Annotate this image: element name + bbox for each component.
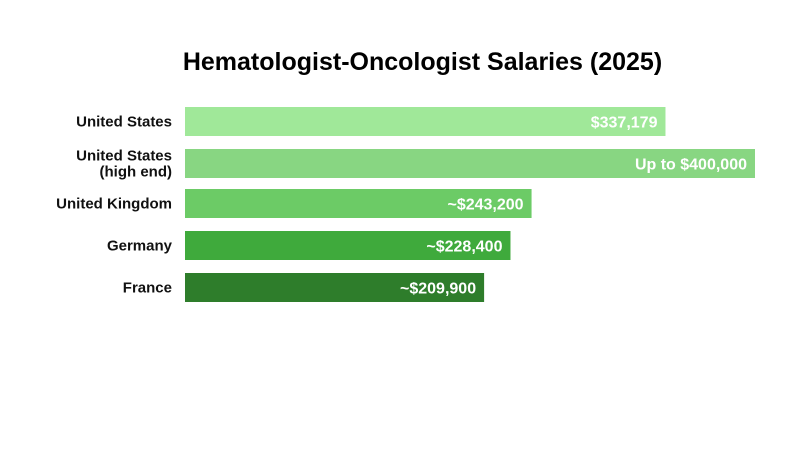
bar-4 xyxy=(185,273,485,302)
bar-1 xyxy=(185,149,755,178)
value-label-2: ~$243,200 xyxy=(447,197,523,214)
category-label-4: France xyxy=(123,280,172,297)
category-label-line: United States xyxy=(76,114,172,131)
category-label-0: United States xyxy=(76,114,172,131)
bars-group xyxy=(185,107,755,302)
category-label-line: France xyxy=(123,280,172,297)
category-label-3: Germany xyxy=(107,238,173,255)
bar-0 xyxy=(185,107,666,136)
bar-3 xyxy=(185,231,511,260)
chart-title: Hematologist-Oncologist Salaries (2025) xyxy=(182,48,663,76)
bar-2 xyxy=(185,189,532,218)
value-labels: $337,179 Up to $400,000 ~$243,200 ~$228,400… xyxy=(400,115,747,298)
category-label-line: United Kingdom xyxy=(56,196,172,213)
category-label-line: (high end) xyxy=(100,164,172,181)
category-label-2: United Kingdom xyxy=(56,196,172,213)
value-label-0: $337,179 xyxy=(591,115,658,132)
value-label-1: Up to $400,000 xyxy=(635,157,747,174)
category-label-line: Germany xyxy=(107,238,173,255)
value-label-3: ~$228,400 xyxy=(426,239,502,256)
category-label-1: United States (high end) xyxy=(76,148,172,181)
value-label-4: ~$209,900 xyxy=(400,281,476,298)
category-label-line: United States xyxy=(76,148,172,165)
